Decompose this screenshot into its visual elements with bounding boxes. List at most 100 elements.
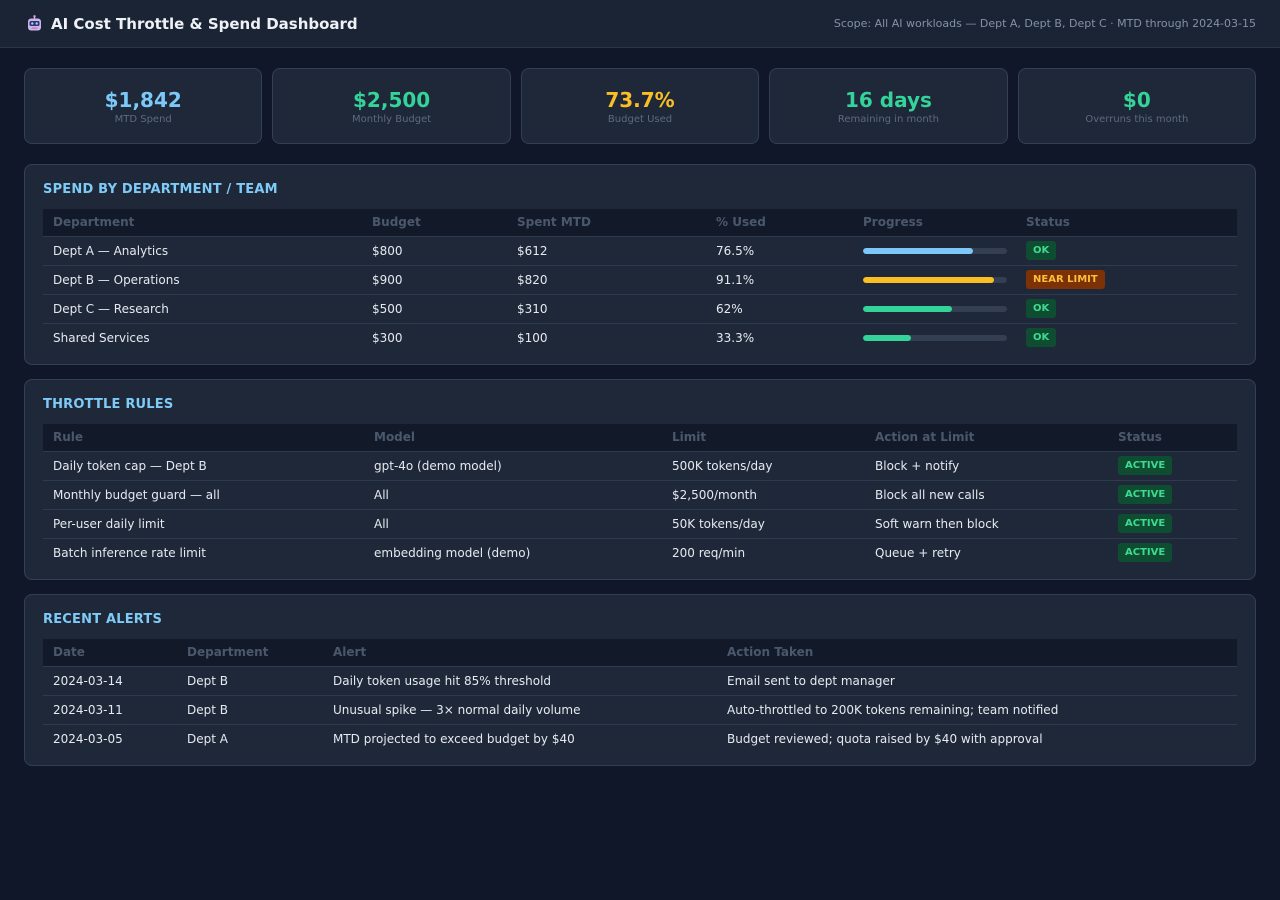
progress-cell <box>853 235 1016 265</box>
alerts-table: Date Department Alert Action Taken 2024-… <box>43 639 1237 753</box>
action-cell: Soft warn then block <box>865 508 1108 538</box>
recent-alerts-panel: RECENT ALERTS Date Department Alert Acti… <box>24 594 1256 766</box>
status-badge: OK <box>1026 241 1057 260</box>
action-cell: Queue + retry <box>865 537 1108 567</box>
used-cell: 62% <box>706 293 853 323</box>
rule-cell: Per-user daily limit <box>43 508 364 538</box>
kpi-value: $1,842 <box>104 87 182 112</box>
kpi-row: $1,842 MTD Spend $2,500 Monthly Budget 7… <box>24 68 1257 144</box>
progress-cell <box>853 293 1016 323</box>
status-badge: ACTIVE <box>1118 514 1173 533</box>
rule-cell: Daily token cap — Dept B <box>43 450 364 480</box>
action-cell: Block + notify <box>865 450 1108 480</box>
date-cell: 2024-03-11 <box>43 694 177 724</box>
status-badge: ACTIVE <box>1118 456 1173 475</box>
column-header: Date <box>53 645 85 660</box>
column-header: Rule <box>53 430 84 445</box>
column-header: Alert <box>333 645 367 660</box>
kpi-label: Overruns this month <box>1085 113 1189 125</box>
alert-cell: Daily token usage hit 85% threshold <box>323 665 717 695</box>
kpi-value: $0 <box>1122 87 1151 112</box>
table-row: 2024-03-05 Dept A MTD projected to excee… <box>43 723 1237 753</box>
progress-fill <box>863 247 974 254</box>
progress-bar <box>863 305 1007 312</box>
spent-cell: $612 <box>507 235 706 265</box>
table-row: Monthly budget guard — all All $2,500/mo… <box>43 479 1237 509</box>
progress-fill <box>863 334 911 341</box>
used-cell: 76.5% <box>706 235 853 265</box>
column-header: Model <box>374 430 416 445</box>
progress-fill <box>863 305 953 312</box>
spent-cell: $100 <box>507 322 706 352</box>
department-cell: Dept A <box>177 723 323 753</box>
status-cell: ACTIVE <box>1108 450 1237 480</box>
status-badge: ACTIVE <box>1118 485 1173 504</box>
department-cell: Dept C — Research <box>43 293 362 323</box>
column-header: Progress <box>863 215 923 230</box>
date-cell: 2024-03-14 <box>43 665 177 695</box>
spent-cell: $310 <box>507 293 706 323</box>
action-taken-cell: Budget reviewed; quota raised by $40 wit… <box>717 723 1237 753</box>
progress-bar <box>863 247 1007 254</box>
action-taken-cell: Auto-throttled to 200K tokens remaining;… <box>717 694 1237 724</box>
status-badge: ACTIVE <box>1118 543 1173 563</box>
status-cell: OK <box>1016 322 1237 352</box>
rule-cell: Monthly budget guard — all <box>43 479 364 509</box>
progress-bar <box>863 276 1007 283</box>
status-badge: OK <box>1026 299 1057 318</box>
status-badge: NEAR LIMIT <box>1026 270 1105 289</box>
department-cell: Dept B <box>177 694 323 724</box>
progress-cell <box>853 322 1016 352</box>
status-cell: OK <box>1016 293 1237 323</box>
status-cell: ACTIVE <box>1108 479 1237 509</box>
kpi-card-monthly-budget: $2,500 Monthly Budget <box>272 68 511 144</box>
department-cell: Dept B <box>177 665 323 695</box>
department-cell: Dept B — Operations <box>43 264 362 294</box>
progress-bar <box>863 334 1007 341</box>
progress-cell <box>853 264 1016 294</box>
model-cell: All <box>364 508 662 538</box>
table-row: Shared Services $300 $100 33.3% OK <box>43 322 1237 352</box>
action-cell: Block all new calls <box>865 479 1108 509</box>
kpi-card-days-remaining: 16 days Remaining in month <box>769 68 1008 144</box>
budget-cell: $800 <box>362 235 507 265</box>
alert-cell: MTD projected to exceed budget by $40 <box>323 723 717 753</box>
table-header-row: Department Budget Spent MTD % Used Progr… <box>43 209 1237 236</box>
column-header: Spent MTD <box>517 215 591 230</box>
department-cell: Shared Services <box>43 322 362 352</box>
table-row: Dept A — Analytics $800 $612 76.5% OK <box>43 235 1237 265</box>
panel-title: RECENT ALERTS <box>43 612 163 627</box>
kpi-value: $2,500 <box>353 87 431 112</box>
department-cell: Dept A — Analytics <box>43 235 362 265</box>
table-header-row: Date Department Alert Action Taken <box>43 639 1237 666</box>
action-taken-cell: Email sent to dept manager <box>717 665 1237 695</box>
budget-cell: $900 <box>362 264 507 294</box>
status-cell: NEAR LIMIT <box>1016 264 1237 294</box>
column-header: % Used <box>716 215 766 230</box>
alert-cell: Unusual spike — 3× normal daily volume <box>323 694 717 724</box>
robot-icon <box>26 15 43 32</box>
kpi-value: 73.7% <box>605 87 675 112</box>
model-cell: gpt-4o (demo model) <box>364 450 662 480</box>
rules-table: Rule Model Limit Action at Limit Status … <box>43 424 1237 567</box>
column-header: Limit <box>672 430 707 445</box>
top-bar: AI Cost Throttle & Spend Dashboard Scope… <box>0 0 1280 48</box>
brand: AI Cost Throttle & Spend Dashboard <box>26 15 358 33</box>
budget-cell: $300 <box>362 322 507 352</box>
table-row: Per-user daily limit All 50K tokens/day … <box>43 508 1237 538</box>
status-badge: OK <box>1026 328 1057 348</box>
model-cell: All <box>364 479 662 509</box>
date-cell: 2024-03-05 <box>43 723 177 753</box>
progress-fill <box>863 276 995 283</box>
table-row: Dept C — Research $500 $310 62% OK <box>43 293 1237 323</box>
limit-cell: 50K tokens/day <box>662 508 865 538</box>
table-header-row: Rule Model Limit Action at Limit Status <box>43 424 1237 451</box>
kpi-label: MTD Spend <box>114 113 172 125</box>
main-content: $1,842 MTD Spend $2,500 Monthly Budget 7… <box>0 48 1280 766</box>
budget-cell: $500 <box>362 293 507 323</box>
table-row: 2024-03-14 Dept B Daily token usage hit … <box>43 665 1237 695</box>
kpi-card-budget-used: 73.7% Budget Used <box>520 68 760 144</box>
kpi-label: Remaining in month <box>837 113 939 125</box>
status-cell: ACTIVE <box>1108 537 1237 567</box>
column-header: Department <box>187 645 269 660</box>
